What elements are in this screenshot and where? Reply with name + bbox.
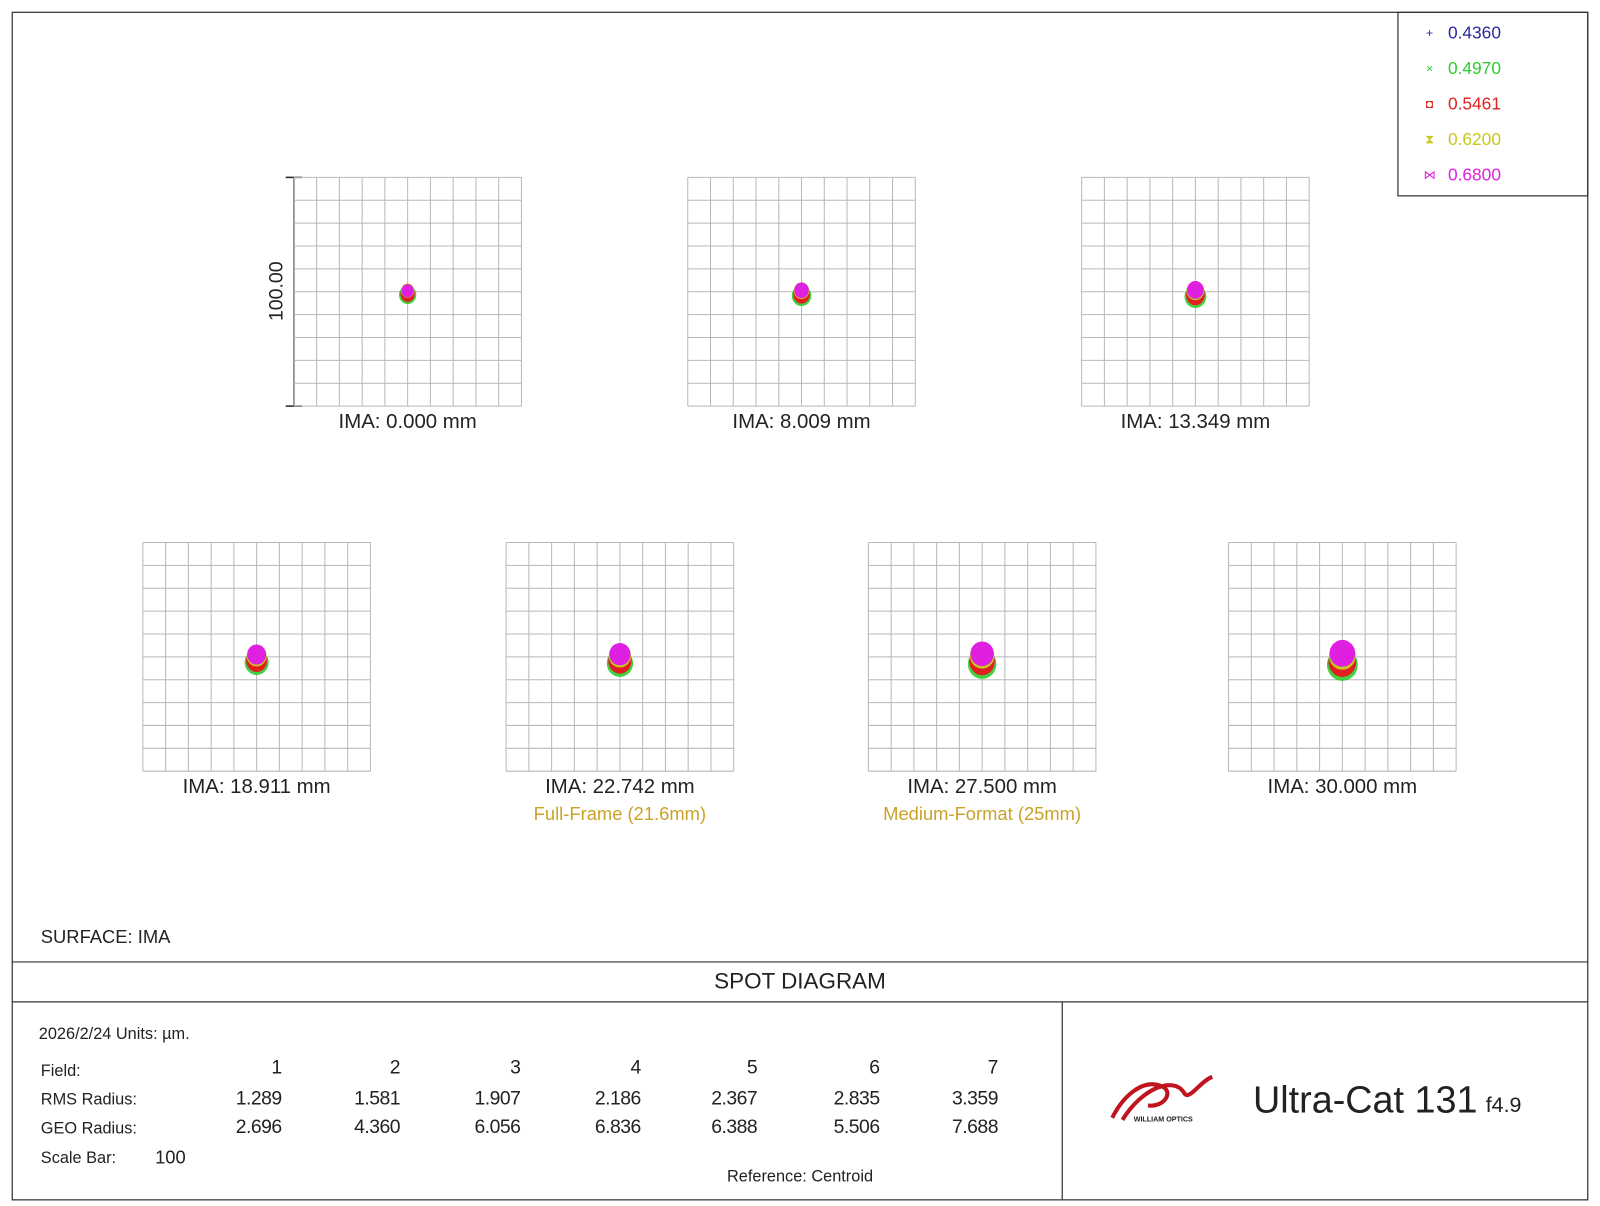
table-cell: 5.506 [834,1116,880,1138]
spot [794,282,809,299]
scale-bar-label: Scale Bar: [41,1149,116,1167]
table-cell: 7 [988,1057,998,1079]
table-cell: 1.289 [236,1087,282,1109]
table-cell: 2.186 [595,1087,641,1109]
title: SPOT DIAGRAM [714,968,886,993]
legend-marker: ⋈ [1423,168,1435,182]
spot [1329,639,1356,667]
legend-label: 0.5461 [1448,93,1501,113]
table-cell: 3 [510,1057,520,1079]
logo-mark [1110,1074,1214,1121]
table-cell: 4 [631,1057,642,1079]
table-cell: 2.696 [236,1116,282,1138]
table-cell: 3.359 [952,1087,998,1109]
table-cell: 1 [271,1057,281,1079]
logo-text: WILLIAM OPTICS [1134,1116,1193,1124]
legend-label: 0.6200 [1448,129,1501,149]
info: 2026/2/24 Units: µm. [39,1025,190,1043]
table-cell: 2.367 [711,1087,757,1109]
panel-note: Medium-Format (25mm) [883,803,1081,824]
panel-label: IMA: 13.349 mm [1121,410,1271,433]
surface-label: SURFACE: IMA [41,926,171,947]
legend-label: 0.4970 [1448,58,1501,78]
panel-label: IMA: 30.000 mm [1268,775,1418,798]
table-cell: 6.836 [595,1116,641,1138]
table-cell: 5 [747,1057,757,1079]
row-label: RMS Radius: [41,1091,137,1109]
spot [1187,280,1204,299]
outer-frame [11,11,1589,1201]
table-cell: 6.056 [474,1116,520,1138]
legend-label: 0.6800 [1448,164,1501,184]
spot [247,644,267,665]
panel-note: Full-Frame (21.6mm) [534,803,706,824]
table-cell: 1.907 [474,1087,520,1109]
panel-label: IMA: 18.911 mm [183,775,331,798]
aperture: f4.9 [1486,1093,1522,1117]
legend-marker: × [1426,62,1433,76]
product: Ultra-Cat 131 [1253,1079,1477,1121]
scale-label: 100.00 [266,261,288,321]
panel-label: IMA: 0.000 mm [339,410,477,433]
panel-label: IMA: 8.009 mm [732,410,870,433]
panel-label: IMA: 22.742 mm [545,775,695,798]
legend-marker: ◘ [1426,97,1433,111]
legend-box [1397,11,1589,197]
spot [401,284,414,298]
legend-marker: ⧗ [1425,133,1434,147]
table-cell: 6 [869,1057,879,1079]
table-cell: 4.360 [354,1116,401,1138]
legend-marker: + [1426,26,1433,40]
table-cell: 1.581 [354,1087,400,1109]
row-label: GEO Radius: [41,1119,137,1137]
reference: Reference: Centroid [727,1168,873,1186]
spot [609,642,631,666]
table-cell: 6.388 [711,1116,757,1138]
row-label: Field: [41,1062,81,1080]
spot [970,641,994,667]
scale-bar-value: 100 [155,1147,186,1168]
table-cell: 2 [390,1057,400,1079]
table-cell: 7.688 [952,1116,998,1138]
table-cell: 2.835 [834,1087,880,1109]
panel-label: IMA: 27.500 mm [907,775,1057,798]
legend-label: 0.4360 [1448,22,1501,42]
